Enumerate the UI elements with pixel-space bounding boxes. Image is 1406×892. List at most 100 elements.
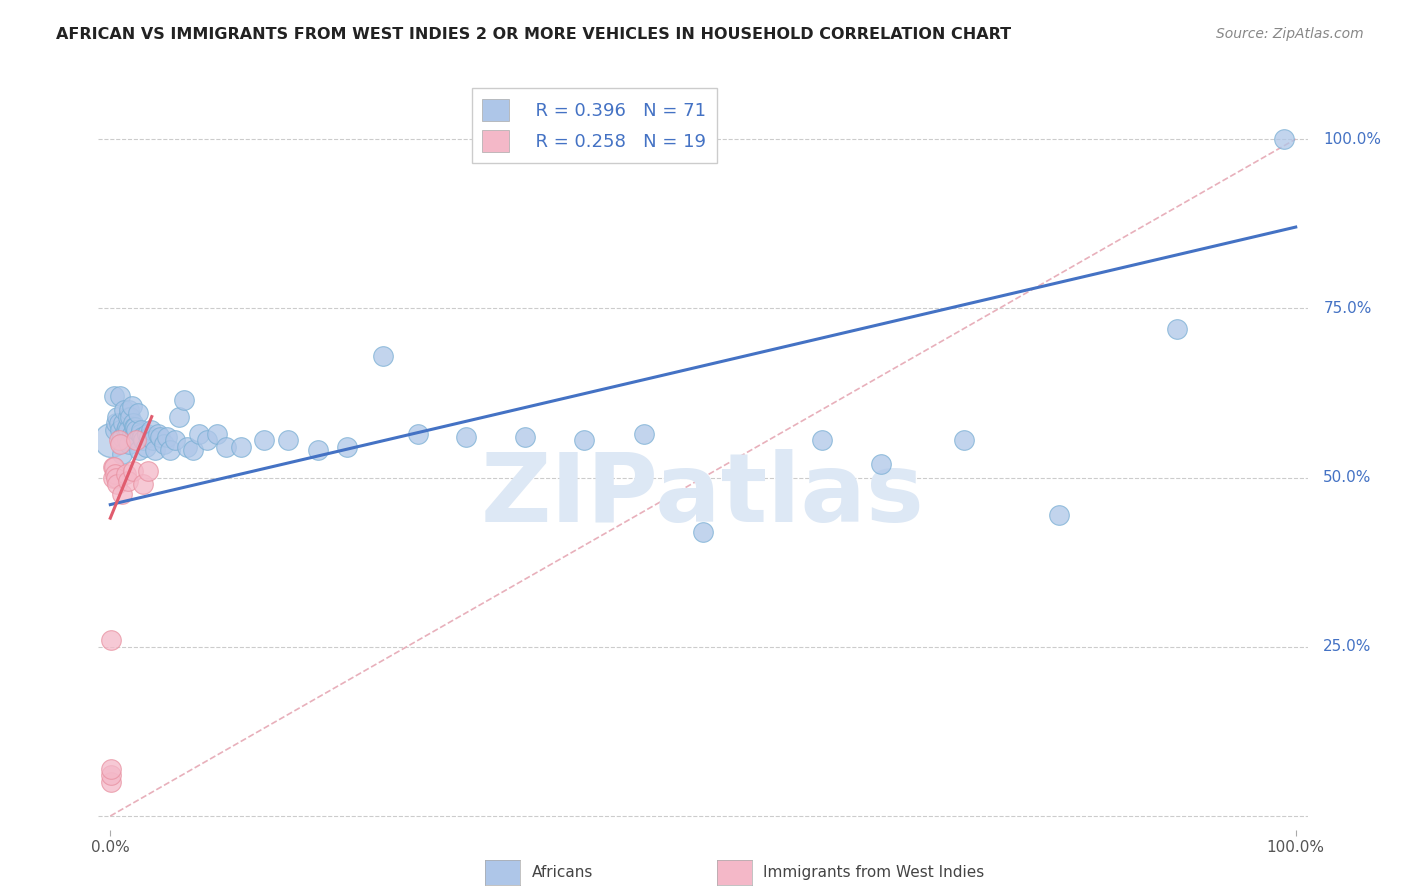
- Point: [100, 633, 122, 648]
- Point: [152, 436, 174, 450]
- Point: [105, 417, 128, 431]
- Point: [159, 443, 181, 458]
- Point: [633, 426, 655, 441]
- Point: [100, 775, 122, 789]
- Point: [692, 524, 714, 539]
- Point: [118, 436, 141, 450]
- Text: Immigrants from West Indies: Immigrants from West Indies: [763, 865, 984, 880]
- Point: [277, 434, 299, 448]
- Point: [1166, 321, 1188, 335]
- Point: [112, 417, 135, 431]
- Point: [181, 443, 204, 458]
- Point: [114, 423, 136, 437]
- Point: [121, 417, 143, 431]
- Point: [143, 443, 166, 458]
- Point: [114, 467, 136, 482]
- Point: [111, 430, 134, 444]
- Point: [149, 430, 172, 444]
- Point: [810, 434, 832, 448]
- Point: [118, 402, 141, 417]
- Point: [574, 434, 596, 448]
- Point: [105, 470, 128, 484]
- Text: 100.0%: 100.0%: [1323, 131, 1381, 146]
- Point: [107, 417, 129, 431]
- Point: [124, 419, 146, 434]
- Point: [100, 762, 122, 776]
- Point: [515, 430, 537, 444]
- Point: [215, 440, 238, 454]
- Point: [120, 409, 142, 424]
- Point: [108, 389, 131, 403]
- Point: [197, 434, 219, 448]
- Point: [108, 423, 131, 437]
- Point: [165, 434, 187, 448]
- Point: [167, 409, 190, 424]
- Point: [127, 406, 149, 420]
- Point: [454, 430, 477, 444]
- Point: [121, 464, 143, 478]
- Point: [114, 402, 136, 417]
- Point: [136, 426, 159, 441]
- Point: [100, 434, 122, 448]
- Point: [107, 434, 129, 448]
- Point: [138, 430, 160, 444]
- Point: [408, 426, 430, 441]
- Point: [121, 400, 143, 414]
- Point: [132, 477, 155, 491]
- Point: [129, 426, 152, 441]
- Text: 25.0%: 25.0%: [1323, 640, 1372, 654]
- Point: [105, 409, 128, 424]
- Point: [146, 426, 169, 441]
- Point: [122, 430, 145, 444]
- Point: [128, 443, 150, 458]
- Point: [111, 487, 134, 501]
- Point: [105, 477, 128, 491]
- Point: [117, 474, 139, 488]
- Point: [336, 440, 359, 454]
- Text: 50.0%: 50.0%: [1323, 470, 1372, 485]
- Point: [115, 434, 138, 448]
- Point: [110, 434, 132, 448]
- Point: [117, 423, 139, 437]
- Text: AFRICAN VS IMMIGRANTS FROM WEST INDIES 2 OR MORE VEHICLES IN HOUSEHOLD CORRELATI: AFRICAN VS IMMIGRANTS FROM WEST INDIES 2…: [56, 27, 1011, 42]
- Text: Africans: Africans: [531, 865, 593, 880]
- Point: [111, 447, 134, 461]
- Point: [108, 436, 131, 450]
- Point: [136, 464, 159, 478]
- Point: [132, 434, 155, 448]
- Point: [103, 389, 125, 403]
- Point: [104, 467, 127, 482]
- Point: [121, 426, 143, 441]
- Point: [125, 434, 148, 448]
- Text: Source: ZipAtlas.com: Source: ZipAtlas.com: [1216, 27, 1364, 41]
- Point: [131, 430, 153, 444]
- Point: [142, 434, 165, 448]
- Text: ZIPatlas: ZIPatlas: [481, 450, 925, 542]
- Point: [117, 409, 139, 424]
- Point: [173, 392, 195, 407]
- Point: [104, 423, 127, 437]
- Point: [156, 430, 179, 444]
- Point: [125, 423, 148, 437]
- Point: [115, 419, 138, 434]
- Point: [176, 440, 198, 454]
- Point: [952, 434, 974, 448]
- Legend:   R = 0.396   N = 71,   R = 0.258   N = 19: R = 0.396 N = 71, R = 0.258 N = 19: [471, 88, 717, 162]
- Point: [101, 460, 124, 475]
- Point: [122, 419, 145, 434]
- Text: 75.0%: 75.0%: [1323, 301, 1372, 316]
- Point: [135, 440, 157, 454]
- Point: [1272, 132, 1295, 146]
- Point: [253, 434, 276, 448]
- Point: [188, 426, 211, 441]
- Point: [371, 349, 394, 363]
- Point: [139, 423, 162, 437]
- Point: [205, 426, 228, 441]
- Point: [1047, 508, 1070, 522]
- Point: [103, 460, 125, 475]
- Point: [307, 443, 329, 458]
- Point: [229, 440, 252, 454]
- Point: [100, 768, 122, 782]
- Point: [129, 423, 152, 437]
- Point: [101, 470, 124, 484]
